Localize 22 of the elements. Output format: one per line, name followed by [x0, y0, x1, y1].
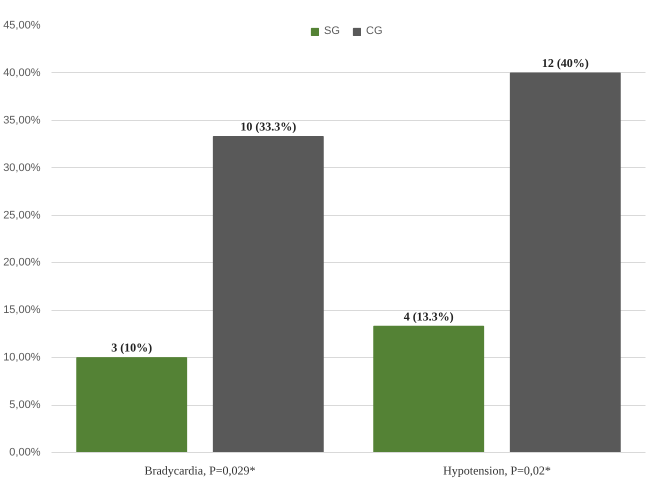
bar [76, 357, 188, 452]
y-tick-label: 30,00% [3, 162, 41, 174]
legend-label: SG [324, 25, 341, 37]
x-tick-label: Hypotension, P=0,02* [443, 464, 551, 478]
data-label: 3 (10%) [111, 340, 152, 355]
y-tick-label: 25,00% [3, 209, 41, 222]
bar [373, 326, 484, 452]
y-tick-label: 15,00% [3, 304, 41, 316]
y-tick-label: 40,00% [3, 66, 41, 79]
y-tick-label: 45,00% [3, 20, 41, 32]
legend-label: CG [366, 25, 384, 37]
data-label: 4 (13.3%) [404, 309, 454, 324]
y-tick-label: 5,00% [9, 399, 41, 412]
data-label: 10 (33.3%) [240, 120, 296, 134]
y-tick-label: 20,00% [3, 256, 41, 269]
y-tick-label: 35,00% [3, 114, 41, 126]
bar [212, 136, 324, 452]
data-label: 12 (40%) [542, 56, 589, 70]
y-tick-label: 0,00% [9, 446, 41, 458]
x-tick-label: Bradycardia, P=0,029* [144, 464, 256, 478]
bar [510, 72, 621, 452]
y-tick-label: 10,00% [3, 352, 41, 364]
